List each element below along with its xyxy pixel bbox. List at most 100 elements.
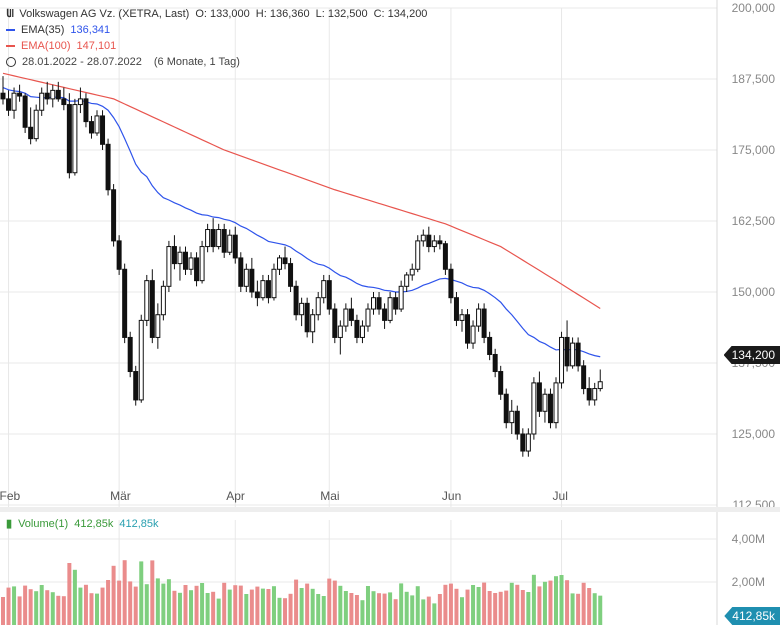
ema35-value: 136,341 — [70, 24, 111, 36]
candle-body — [487, 336, 493, 355]
volume-bar — [576, 593, 581, 625]
candle-body — [171, 246, 177, 265]
volume-bar — [139, 561, 144, 625]
volume-bar — [100, 587, 105, 625]
volume-bar — [283, 598, 288, 625]
volume-bar — [249, 589, 254, 625]
candle-body — [581, 365, 587, 390]
volume-bar — [305, 583, 310, 625]
volume-bar — [172, 590, 177, 625]
x-tick-label: Feb — [0, 489, 21, 503]
volume-bar — [111, 565, 116, 625]
ema100-swatch — [6, 45, 15, 47]
candle-body — [44, 92, 50, 100]
candle-body — [354, 319, 360, 338]
volume-bar — [542, 581, 547, 625]
candle-body — [265, 280, 271, 299]
candle-body — [149, 280, 155, 338]
volume-bar — [17, 596, 22, 625]
volume-bar — [183, 585, 188, 625]
volume-bar — [343, 591, 348, 625]
candle-body — [426, 234, 432, 248]
candle-body — [376, 297, 382, 310]
ema35-legend[interactable]: EMA(35) 136,341 — [6, 23, 110, 37]
ema35-label: EMA(35) — [21, 24, 65, 36]
volume-bar — [45, 590, 50, 625]
volume-bar — [161, 583, 166, 625]
high-value: H: 136,360 — [255, 8, 310, 20]
candle-body — [332, 308, 338, 338]
y-tick-label: 187,500 — [732, 72, 776, 86]
candle-body — [94, 115, 100, 134]
candle-body — [310, 314, 316, 333]
x-tick-label: Mär — [110, 489, 131, 503]
candle-body — [514, 410, 520, 435]
volume-bar — [592, 593, 597, 625]
volume-bar — [509, 582, 514, 625]
clock-icon — [6, 57, 16, 67]
candle-body — [365, 308, 371, 327]
volume-bar — [371, 591, 376, 625]
volume-bar — [34, 591, 39, 625]
candle-body — [254, 291, 260, 299]
candle-body — [575, 342, 581, 367]
candle-body — [133, 371, 139, 401]
candle-body — [404, 274, 410, 287]
volume-bar — [581, 582, 586, 625]
candle-body — [39, 92, 45, 111]
volume-bar — [177, 592, 182, 625]
volume-bar — [354, 595, 359, 625]
open-value: O: 133,000 — [195, 8, 250, 20]
candle-body — [415, 240, 421, 270]
volume-bar — [537, 586, 542, 625]
candle-body — [155, 314, 161, 338]
volume-bar — [216, 598, 221, 625]
candle-body — [160, 285, 166, 316]
candle-body — [227, 234, 233, 253]
volume-value-2: 412,85k — [119, 518, 159, 530]
volume-bar — [332, 580, 337, 625]
volume-bar — [365, 586, 370, 625]
volume-bar — [471, 585, 476, 625]
candle-body — [453, 297, 459, 321]
volume-bar — [117, 580, 122, 625]
volume-bar — [1, 597, 5, 625]
volume-bar — [189, 590, 194, 625]
volume-bar — [316, 594, 321, 625]
candle-body — [22, 95, 28, 128]
ema100-legend[interactable]: EMA(100) 147,101 — [6, 39, 116, 53]
candle-body — [371, 297, 377, 310]
candle-body — [348, 308, 354, 321]
candle-body — [509, 410, 515, 424]
volume-bar — [56, 595, 61, 625]
candle-body — [50, 89, 56, 100]
volume-bar — [360, 600, 365, 625]
candle-body — [592, 388, 598, 401]
volume-bar — [377, 593, 382, 625]
candle-body — [6, 98, 12, 111]
candle-body — [17, 92, 23, 97]
candle-body — [409, 268, 415, 276]
candle-body — [321, 280, 327, 299]
candle-body — [288, 263, 294, 287]
volume-bar — [410, 595, 415, 625]
volume-bar — [476, 587, 481, 625]
candle-body — [166, 246, 172, 287]
volume-bar — [166, 579, 171, 625]
candle-body — [28, 126, 34, 140]
candle-body — [105, 143, 111, 191]
volume-label: Volume(1) — [18, 518, 69, 530]
volume-bar — [95, 593, 100, 625]
volume-bar — [548, 580, 553, 625]
candle-body — [277, 257, 282, 270]
candle-body — [11, 92, 17, 111]
volume-bar — [277, 597, 282, 625]
volume-bar — [89, 593, 94, 625]
volume-bar — [493, 593, 498, 625]
volume-bar — [393, 599, 398, 625]
low-value: L: 132,500 — [315, 8, 368, 20]
volume-tick-label: 4,00M — [732, 532, 765, 546]
ema100-value: 147,101 — [76, 40, 117, 52]
volume-bar — [72, 569, 77, 625]
candle-body — [61, 98, 67, 106]
